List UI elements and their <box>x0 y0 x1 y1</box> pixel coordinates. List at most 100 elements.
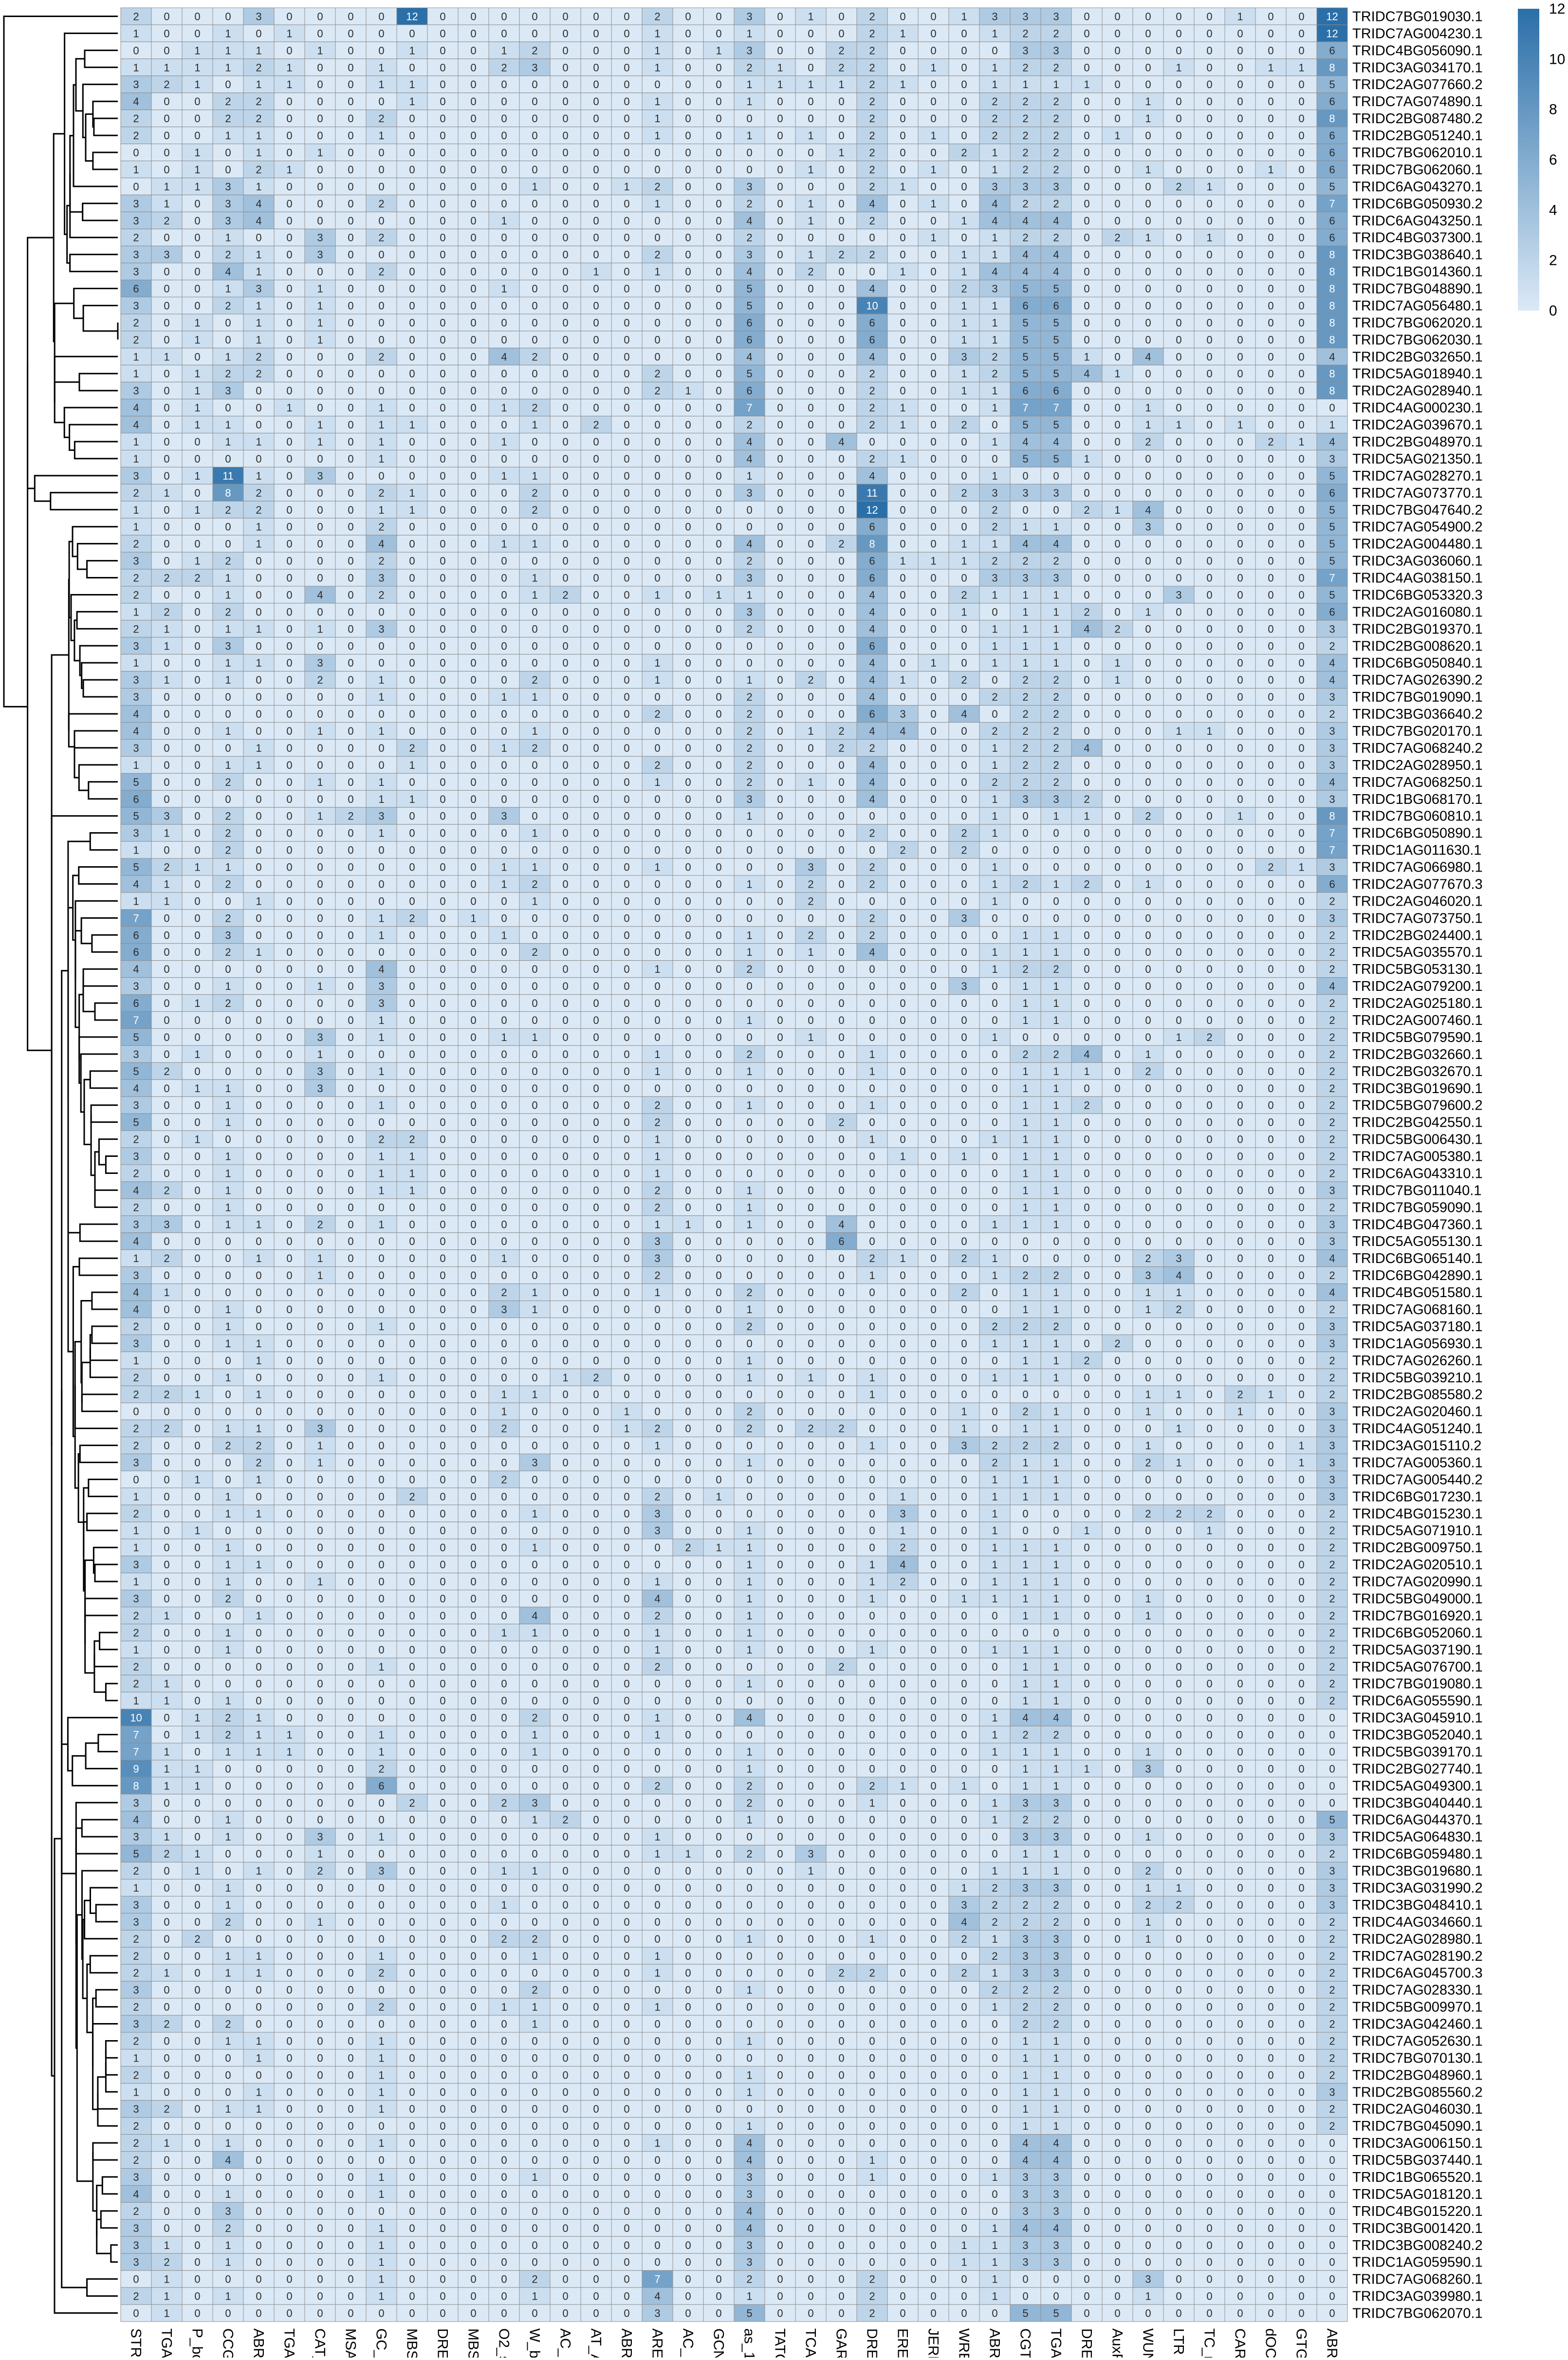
dendrogram-branch <box>85 1900 118 1939</box>
dendrogram-branch <box>82 663 118 688</box>
dendrogram-branch <box>68 908 73 1292</box>
dendrogram-branch <box>93 1547 118 1573</box>
dendrogram-branch <box>93 101 118 127</box>
dendrogram-branch <box>82 1394 118 1412</box>
dendrogram-branch <box>78 1454 84 1522</box>
dendrogram-branch <box>96 1905 118 1922</box>
dendrogram-branch <box>52 655 69 1446</box>
dendrogram-branch <box>55 356 118 402</box>
dendrogram-branch <box>79 765 118 790</box>
dendrogram-branch <box>93 1998 96 2066</box>
dendrogram-branch <box>77 1915 93 2181</box>
dendrogram-branch <box>94 1641 118 1666</box>
dendrogram-branch <box>79 867 118 884</box>
dendrogram-branch <box>75 931 81 1027</box>
dendrogram-branch <box>90 833 118 850</box>
dendrogram-branch <box>85 1616 118 1673</box>
dendrogram-branch <box>70 255 118 272</box>
dendrogram-branch <box>85 1560 94 1621</box>
dendrogram-branch <box>62 1744 76 1874</box>
dendrogram-branch <box>35 476 118 501</box>
dendrogram-branch <box>62 971 68 1809</box>
dendrogram-branch <box>93 2143 118 2160</box>
dendrogram-branch <box>96 1990 118 2007</box>
dendrogram-branch <box>90 1071 118 1088</box>
dendrogram-branch <box>93 152 118 169</box>
dendrogram-branch <box>86 114 93 161</box>
dendrogram-branch <box>81 918 118 943</box>
row-dendrogram <box>4 17 118 2313</box>
dendrogram-branch <box>83 680 118 697</box>
dendrogram-branch <box>55 1839 118 2313</box>
dendrogram-branch <box>86 1743 118 1768</box>
dendrogram-branch <box>79 1258 118 1275</box>
dendrogram-branch <box>80 646 118 675</box>
dendrogram-branch <box>77 544 118 570</box>
dendrogram-branch <box>102 2177 118 2194</box>
dendrogram-branch <box>74 748 118 778</box>
dendrogram-branch <box>94 118 118 135</box>
dendrogram-branch <box>28 238 54 488</box>
dendrogram-branch <box>83 204 118 221</box>
dendrogram-branch <box>83 84 118 137</box>
dendrogram-branch <box>83 969 118 986</box>
dendrogram-branch <box>106 1684 118 1701</box>
dendrogram-branch <box>89 782 118 799</box>
dendrogram-branch <box>97 2219 111 2253</box>
dendrogram-branch <box>80 1446 118 1463</box>
dendrogram-branch <box>70 136 83 212</box>
dendrogram-branch <box>90 1335 118 1360</box>
dendrogram-branch <box>77 612 118 629</box>
dendrogram-branch <box>90 1956 118 1973</box>
dendrogram-branch <box>95 1190 118 1207</box>
dendrogram-branch <box>74 731 118 763</box>
dendrogram-branch <box>83 306 118 331</box>
dendrogram-branch <box>51 493 118 510</box>
dendrogram-branch <box>73 1756 118 1785</box>
dendrogram-branch <box>64 408 118 437</box>
dendrogram-branch <box>101 2211 118 2228</box>
dendrogram-branch <box>55 303 74 379</box>
dendrogram-branch <box>91 1105 118 1122</box>
dendrogram-branch <box>82 1871 118 1959</box>
dendrogram-branch <box>74 442 118 459</box>
dendrogram-branch <box>85 50 118 67</box>
dendrogram-branch <box>73 1267 79 1437</box>
dendrogram-branch <box>80 1224 118 1241</box>
dendrogram-branch <box>4 17 118 707</box>
dendrogram-branch <box>111 2245 118 2262</box>
dendrogram-branch <box>70 174 118 238</box>
dendrogram-branch <box>100 1633 118 1650</box>
dendrogram-branch <box>98 2077 118 2109</box>
heatmap-cells <box>121 8 1347 2322</box>
dendrogram-branch <box>70 425 118 450</box>
dendrogram-branch <box>92 935 118 952</box>
dendrogram-branch <box>92 1326 118 1343</box>
dendrogram-branch <box>81 1054 118 1112</box>
dendrogram-branch <box>106 2062 118 2092</box>
dendrogram-branch <box>90 1348 118 1377</box>
dendrogram-branch <box>92 1292 118 1309</box>
dendrogram-branch <box>87 1964 93 2032</box>
dendrogram-branch <box>91 1888 118 1913</box>
dendrogram-branch <box>71 595 118 641</box>
dendrogram-branch <box>87 1513 118 1530</box>
dendrogram-branch <box>85 1598 118 1644</box>
dendrogram-branch <box>68 1233 80 1352</box>
dendrogram-branch <box>82 1820 118 1837</box>
dendrogram-branch <box>99 1139 118 1165</box>
dendrogram-branch <box>55 382 79 423</box>
dendrogram-branch <box>28 363 52 1051</box>
dendrogram-branch <box>73 527 118 557</box>
dendrogram-branch <box>83 978 95 1012</box>
dendrogram-branch <box>94 1654 106 1692</box>
dendrogram-branch <box>87 2279 118 2296</box>
dendrogram-branch <box>106 2049 118 2075</box>
dendrogram-branch <box>74 289 118 318</box>
dendrogram-branch <box>82 1362 90 1403</box>
dendrogram-branch <box>84 1079 91 1144</box>
dendrogram-branch <box>106 1156 118 1173</box>
dendrogram-branch <box>68 1718 118 1771</box>
